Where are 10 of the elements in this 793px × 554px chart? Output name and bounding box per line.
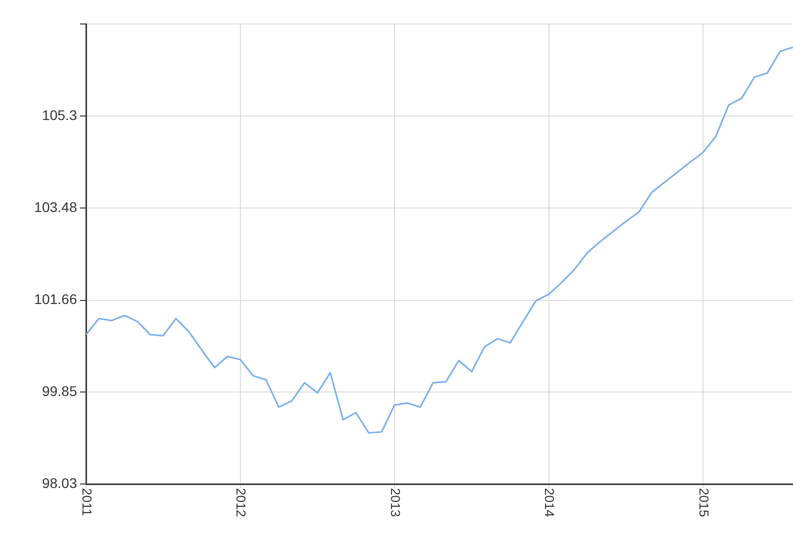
x-tick-label: 2015 bbox=[696, 488, 712, 517]
y-tick-label: 99.85 bbox=[42, 382, 78, 399]
x-tick-label: 2011 bbox=[79, 488, 94, 516]
y-tick-label: 101.66 bbox=[34, 291, 78, 308]
y-tick-label: 103.48 bbox=[34, 199, 78, 216]
x-tick-label: 2014 bbox=[542, 488, 558, 517]
x-tick-label: 2013 bbox=[388, 488, 403, 517]
x-tick-label: 2012 bbox=[234, 488, 249, 517]
y-tick-label: 105.3 bbox=[42, 106, 78, 123]
y-tick-label: 98.03 bbox=[42, 474, 78, 491]
